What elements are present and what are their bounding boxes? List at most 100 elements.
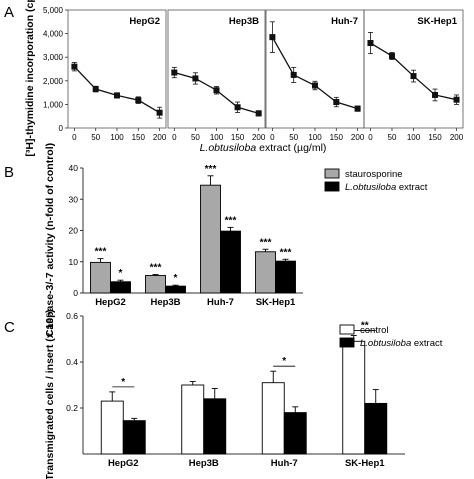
panel-a-x-tick-label: 50 [388,133,397,142]
panel-c-legend-swatch [339,324,355,335]
panel-a-data-point [114,92,120,99]
panel-c-significance-marker: * [121,377,125,388]
panel-a-series-line [73,66,160,114]
panel-c-category-label: HepG2 [108,458,139,469]
panel-c-legend-label: control [360,325,389,336]
panel-a-data-point [410,73,417,80]
panel-b-significance-marker: *** [225,215,237,226]
panel-a-subplot-title: SK-Hep1 [417,16,457,27]
panel-a-data-point [92,86,99,93]
panel-c-bar [181,384,205,455]
panel-b-legend-swatch [324,181,340,192]
panel-b-legend-label-italic: L.obtusiloba [345,182,396,193]
panel-b-bar [145,275,166,294]
panel-c-bar [342,340,366,455]
panel-a-y-tick-label: 2,000 [43,77,64,86]
panel-c-legend-label-text: extract [411,338,443,349]
panel-a-data-point [388,53,395,60]
panel-a-x-tick-label: 50 [191,133,200,142]
panel-a-x-tick-label: 100 [210,133,224,142]
panel-c-y-tick-label: 0.4 [66,357,78,367]
panel-b-bar [110,281,131,294]
panel-a-y-tick-label: 1,000 [43,100,64,109]
panel-a-x-tick-label: 100 [308,133,322,142]
panel-b-significance-marker: *** [95,247,107,258]
panel-b-legend-label-text: extract [396,182,428,193]
panel-a-data-point [71,63,78,70]
panel-b-category-label: HepG2 [95,297,126,308]
panel-a-data-point [290,71,297,78]
panel-a-x-tick-label: 0 [172,133,177,142]
panel-a-data-point [453,96,460,103]
panel-a-ylabel: [³H]-thymidine incorporation (cpm) [24,0,36,157]
panel-c-bar [283,412,307,455]
panel-b-chart: 010203040HepG2****Hep3B****Huh-7******SK… [69,163,428,308]
panel-a-x-tick-label: 0 [270,133,275,142]
panel-a-x-tick-label: 50 [289,133,298,142]
panel-a-x-tick-label: 200 [153,133,167,142]
panel-a-x-tick-label: 100 [110,133,124,142]
panel-a-data-point [234,104,241,111]
panel-a-frame [265,9,365,129]
panel-a-x-tick-label: 150 [330,133,344,142]
panel-c-category-label: Huh-7 [271,458,298,469]
panel-c-y-tick-label: 0.6 [66,311,78,321]
panel-a-y-tick-label: 0 [59,124,64,133]
panel-a-xlabel-rest: extract (µg/ml) [256,142,326,154]
panel-a-x-tick-label: 0 [368,133,373,142]
panel-a-xlabel-italic: L.obtusiloba [200,142,257,154]
panel-b-bar [220,230,241,294]
panel-b-y-tick-label: 0 [73,288,78,298]
panel-a-frame [363,9,464,129]
panel-c-legend-swatch [339,337,355,348]
panel-b-category-label: Hep3B [150,297,180,308]
panel-c-significance-marker: * [282,356,286,367]
panel-b-significance-marker: *** [150,263,162,274]
panel-c-bar [203,398,227,455]
panel-b-bar [165,285,186,294]
panel-b-y-tick-label: 40 [69,163,79,173]
panel-c-significance-marker: ** [361,321,369,332]
panel-b-y-tick-label: 30 [69,194,79,204]
panel-label-c: C [4,319,15,336]
panel-b-significance-marker: * [174,273,178,284]
panel-a-x-tick-label: 200 [450,133,464,142]
panel-a-data-point [213,87,220,94]
panel-a-data-point [312,82,318,89]
panel-b-bar [200,184,221,294]
panel-a-data-point [135,97,142,104]
panel-a-frame [67,9,167,129]
panel-b-ylabel: Caspase-3/-7 activity (n-fold of control… [44,143,56,337]
panel-c-legend-label-text: control [360,325,389,336]
panel-b-legend-label-text: staurosporine [345,169,403,180]
panel-b-significance-marker: *** [260,237,272,248]
panel-b-y-tick-label: 20 [69,226,79,236]
panel-b-legend-label: L.obtusiloba extract [345,182,428,193]
panel-c-chart: 0.2 0.4 0.6 HepG2 * Hep3B Huh-7 * SK-Hep1 **contr… [66,311,443,469]
panel-c-legend-label: L.obtusiloba extract [360,338,443,349]
panel-b-y-tick-label: 10 [69,257,79,267]
panel-b-category-label: SK-Hep1 [256,297,296,308]
panel-a-data-point [432,91,439,98]
panel-a-data-point [269,34,276,41]
panel-b-bar [275,260,296,294]
panel-b-bar [255,251,276,294]
panel-c-bar [364,402,388,455]
panel-a-data-point [367,40,374,47]
panel-a-subplot-title: HepG2 [129,16,160,27]
panel-a-x-tick-label: 100 [407,133,421,142]
panel-c-y-tick-label: 0.2 [66,403,78,413]
panel-a-x-tick-label: 200 [252,133,266,142]
panel-a-x-tick-label: 150 [428,133,442,142]
panel-c-category-label: Hep3B [189,458,219,469]
panel-c-ylabel: Transmigrated cells / insert (x 10⁵) [44,309,56,479]
panel-a-data-point [171,69,178,76]
panel-a-y-tick-label: 4,000 [43,30,64,39]
panel-a-y-tick-label: 5,000 [43,6,64,15]
panel-b-significance-marker: *** [205,164,217,175]
panel-c-category-label: SK-Hep1 [345,458,385,469]
panel-label-b: B [4,164,14,181]
panel-a-subplot-title: Huh-7 [331,16,358,27]
